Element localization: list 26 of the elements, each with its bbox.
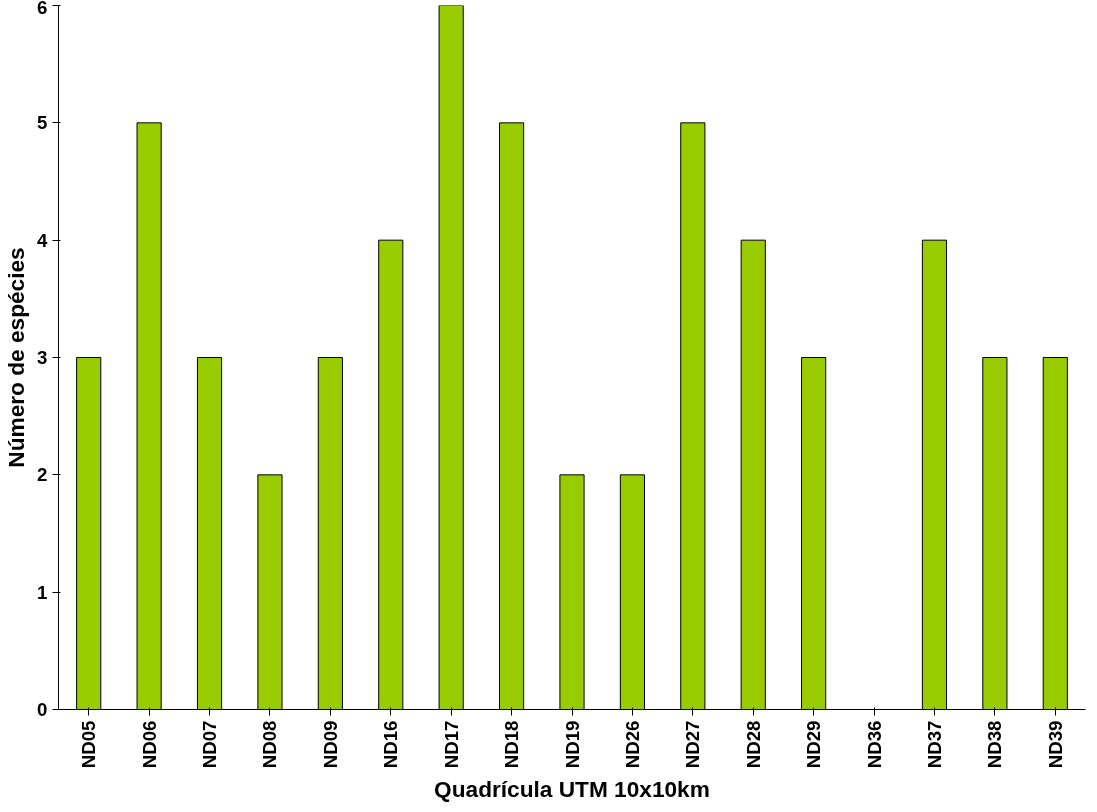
- x-tick-label: ND17: [440, 720, 462, 769]
- x-tick-label: ND06: [138, 720, 160, 769]
- x-tick-label: ND07: [199, 720, 221, 769]
- x-tick-label: ND19: [561, 720, 583, 769]
- y-tick-label: 3: [37, 347, 48, 368]
- x-tick-label: ND09: [319, 720, 341, 769]
- x-tick-label: ND05: [78, 720, 100, 769]
- x-tick-label: ND37: [923, 720, 945, 769]
- y-tick-label: 5: [37, 112, 48, 134]
- x-tick-label: ND26: [621, 720, 643, 769]
- y-tick-label: 6: [37, 0, 48, 18]
- y-axis-title: Número de espécies: [3, 247, 30, 468]
- x-tick-label: ND38: [984, 720, 1006, 769]
- y-tick-label: 1: [37, 581, 48, 603]
- y-tick-label: 0: [37, 699, 48, 720]
- x-tick-label: ND16: [380, 720, 402, 769]
- x-tick-label: ND39: [1044, 720, 1066, 769]
- x-tick-label: ND28: [742, 720, 764, 769]
- y-tick-label: 2: [37, 464, 48, 486]
- x-tick-label: ND27: [682, 720, 704, 769]
- x-tick-label: ND29: [803, 720, 825, 769]
- x-tick-label: ND08: [259, 720, 281, 769]
- x-tick-label: ND36: [863, 720, 885, 769]
- x-tick-label: ND18: [501, 720, 523, 769]
- x-axis-title: Quadrícula UTM 10x10km: [434, 776, 710, 803]
- y-tick-label: 4: [37, 229, 49, 251]
